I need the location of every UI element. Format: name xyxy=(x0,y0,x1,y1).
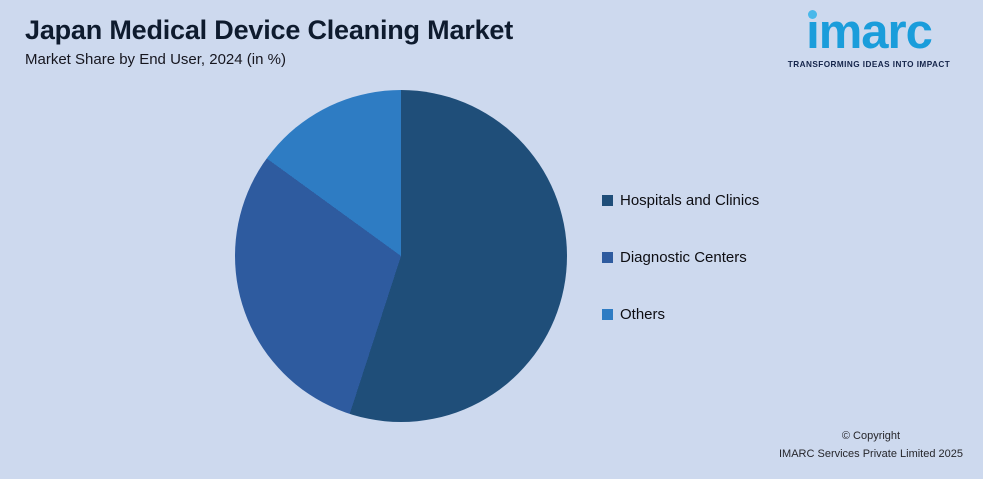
imarc-logo-wordmark: ımarc xyxy=(806,5,933,59)
chart-legend: Hospitals and Clinics Diagnostic Centers… xyxy=(602,192,759,323)
legend-item-diagnostic-centers: Diagnostic Centers xyxy=(602,249,759,266)
pie-chart xyxy=(235,90,567,422)
legend-marker-icon xyxy=(602,195,613,206)
page-title: Japan Medical Device Cleaning Market xyxy=(25,15,513,45)
legend-item-hospitals-and-clinics: Hospitals and Clinics xyxy=(602,192,759,209)
legend-marker-icon xyxy=(602,252,613,263)
legend-label: Diagnostic Centers xyxy=(620,249,747,266)
imarc-logo-letters: marc xyxy=(818,5,933,59)
legend-label: Hospitals and Clinics xyxy=(620,192,760,209)
imarc-logo-i-dot-icon: ı xyxy=(806,5,820,59)
copyright-line2: IMARC Services Private Limited 2025 xyxy=(778,447,963,460)
legend-label: Others xyxy=(620,306,666,323)
copyright-notice: © Copyright IMARC Services Private Limit… xyxy=(779,427,963,463)
imarc-logo-tagline: TRANSFORMING IDEAS INTO IMPACT xyxy=(787,60,951,69)
copyright-line1: © Copyright xyxy=(841,429,901,442)
legend-item-others: Others xyxy=(602,306,759,323)
chart-header: Japan Medical Device Cleaning Market Mar… xyxy=(25,14,513,68)
legend-marker-icon xyxy=(602,309,613,320)
chart-subtitle: Market Share by End User, 2024 (in %) xyxy=(25,51,286,69)
imarc-logo: ımarc TRANSFORMING IDEAS INTO IMPACT xyxy=(771,5,967,70)
